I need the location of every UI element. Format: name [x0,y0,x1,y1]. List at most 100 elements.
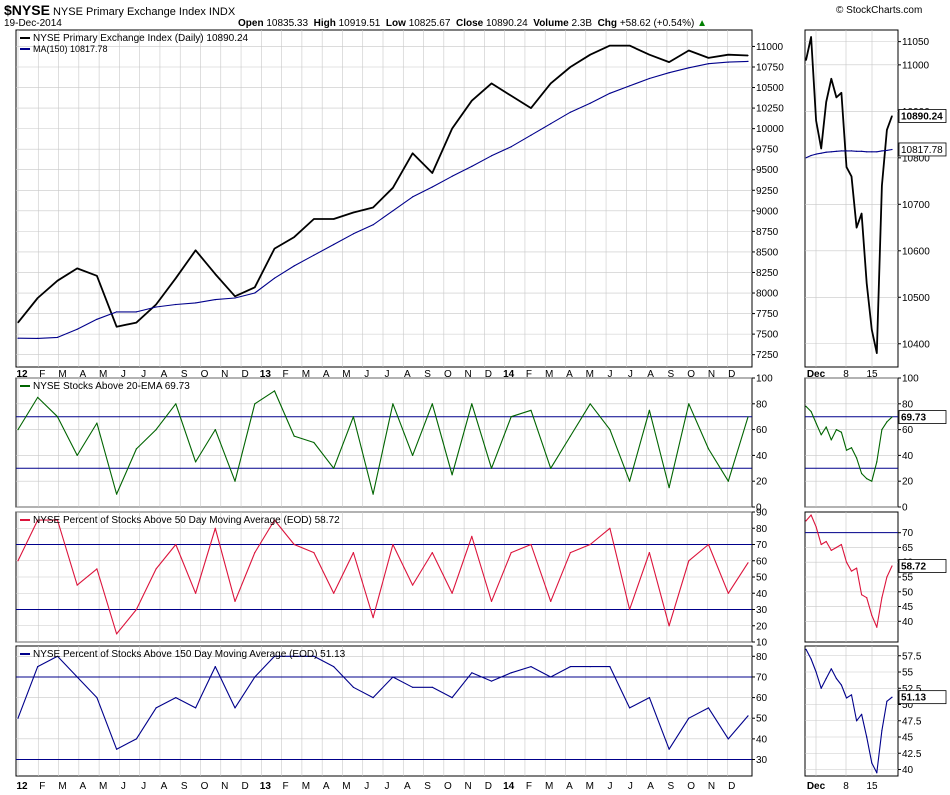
dma50-point [195,592,197,594]
dma150-point [569,666,572,668]
ema20-point [17,429,19,431]
dma50-point [609,527,611,529]
price-point [727,61,729,63]
bottom-x-label: S [181,781,188,792]
price-point [17,337,19,339]
ema20-point [589,403,591,405]
dma50_zoom-point [815,526,817,528]
price-x-label: F [526,369,532,380]
open-value: 10835.33 [266,18,309,29]
price-point [490,155,493,157]
price_zoom-point [845,166,848,168]
ema20-point [135,448,137,450]
dma50-point [550,600,552,603]
dma50_zoom-point [845,561,848,563]
price-x-label: M [545,369,553,380]
price-point [254,286,256,288]
price-x-label: A [323,369,330,380]
dma50_zoom-point [881,597,883,599]
price-point [589,102,591,104]
dma150_zoom-ytick-label: 45 [902,733,914,744]
price-point [431,186,433,188]
price-x-label: M [342,369,350,380]
price-point [589,54,591,56]
dma150-point [707,707,710,709]
dma50-point [707,543,710,546]
ema20_zoom-frame [804,377,899,508]
price-ytick-label: 10500 [756,83,784,94]
price-point [175,277,177,279]
dma150-frame [15,645,753,777]
price_zoom-point [845,150,848,152]
dma50-point [530,543,532,546]
dma150-ytick-label: 50 [756,714,768,725]
dma50-point [471,535,473,538]
dma50_zoom-ytick-label: 40 [902,617,914,628]
ema20-point [175,403,177,405]
bottom-x-label: D [241,781,248,792]
bottom-zoom-x-label: 8 [843,781,849,792]
price-point [372,206,374,209]
index-name: NYSE Primary Exchange Index [52,6,206,18]
dma50_zoom-ytick-label: 45 [902,602,914,613]
price-x-label: N [221,369,228,380]
price-point [195,302,197,304]
ema20-ytick-label: 40 [756,451,768,462]
price_zoom-point [840,150,843,152]
price-ytick-label: 10000 [756,124,784,135]
dma50-point [490,600,493,603]
price-point [76,267,78,269]
price-legend-text: NYSE Primary Exchange Index (Daily) 1089… [33,33,249,44]
dma50-point [431,552,433,554]
dma50-point [155,568,157,570]
price-point [707,63,710,65]
ema20-point [747,416,749,418]
dma50-ytick-label: 30 [756,605,768,616]
price-x-label: M [99,369,107,380]
price-point [333,218,335,220]
dma50-point [629,608,631,611]
bottom-x-label: M [586,781,594,792]
price-point [313,254,315,256]
dma50_zoom-series-0 [805,514,893,628]
ema20_zoom-point [805,405,807,407]
bottom-x-label: 12 [16,781,28,792]
bottom-x-label: S [424,781,431,792]
price-ytick-label: 8750 [756,227,779,238]
ema20-point [451,474,453,476]
bottom-x-label: A [404,781,411,792]
price-x-label: D [485,369,492,380]
dma150-ytick-label: 60 [756,693,768,704]
price-ytick-label: 7250 [756,350,779,361]
price-point [648,77,651,80]
bottom-x-label: M [302,781,310,792]
dma150-point [352,686,354,688]
price_zoom-frame [804,29,899,368]
dma50_zoom-point [805,520,807,522]
price-point [214,299,216,301]
bottom-x-label: A [647,781,654,792]
price-point [76,328,78,330]
dma150-point [76,676,78,678]
ema20_zoom-point [815,422,817,424]
dma50-point [293,543,295,546]
dma150-point [510,672,512,674]
low-value: 10825.67 [408,18,451,29]
price-point [293,236,295,238]
dma150_zoom-point [891,696,893,698]
price-x-label: M [302,369,310,380]
bottom-x-label: J [121,781,126,792]
ema20_zoom-point [881,429,883,431]
dma150-point [254,676,256,678]
price_zoom-ytick-label: 10400 [902,339,930,350]
price-point [56,336,59,338]
price-ytick-label: 11000 [756,42,784,53]
price-point [273,248,276,250]
dma50_zoom-ytick-label: 50 [902,587,914,598]
price-point [510,146,512,148]
price-ytick-label: 7750 [756,309,779,320]
ema20-point [56,416,59,418]
ema20_zoom-point [830,439,832,441]
bottom-x-label: N [708,781,715,792]
dma50-point [214,527,216,529]
